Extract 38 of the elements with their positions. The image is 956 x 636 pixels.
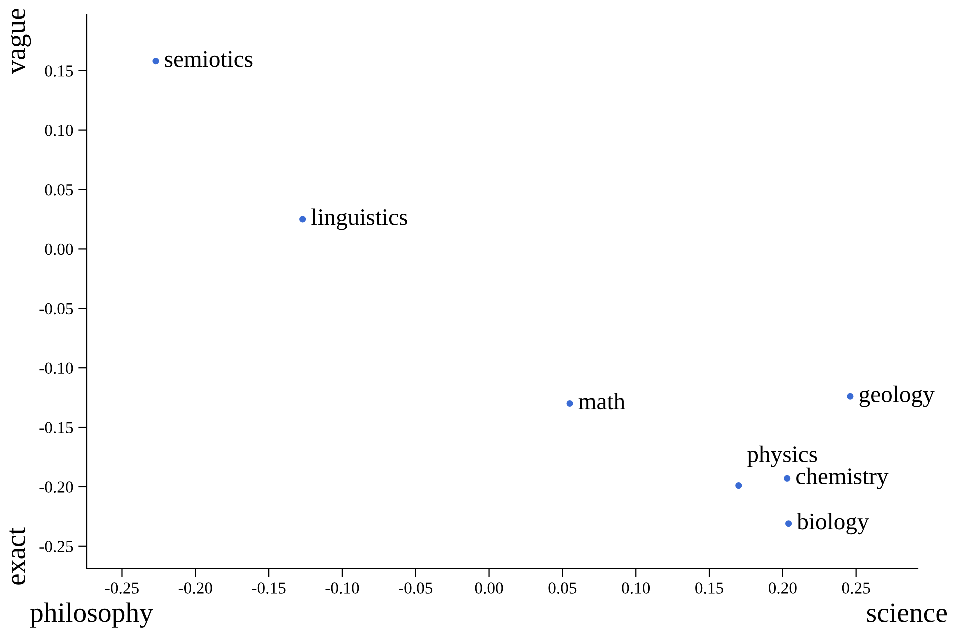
y-tick-label: 0.15 <box>45 66 74 77</box>
series-label: semiotics <box>165 51 253 68</box>
series-label: math <box>578 393 626 410</box>
x-tick-label: 0.25 <box>842 582 870 594</box>
point <box>152 58 160 65</box>
y-tick-label: -0.25 <box>40 541 74 552</box>
x-tick-label: -0.10 <box>326 582 360 594</box>
series-label: physics <box>748 446 818 468</box>
y-tick-label: -0.05 <box>40 303 74 315</box>
point <box>566 400 574 408</box>
x-tick-label: -0.15 <box>252 582 286 594</box>
point <box>784 475 791 482</box>
x-tick-label: 0.10 <box>622 582 650 594</box>
series-label: chemistry <box>796 468 889 490</box>
point <box>300 216 306 223</box>
text: exact <box>10 528 26 585</box>
x-tick-label: 0.00 <box>475 582 504 594</box>
y-tick-label: 0.05 <box>45 184 74 196</box>
x-tick-label: -0.25 <box>106 582 139 594</box>
x-tick-label: 0.20 <box>768 582 797 594</box>
y-tick-label: 0.00 <box>45 244 74 256</box>
text: science <box>867 604 948 622</box>
point <box>847 393 854 400</box>
x-tick-label: -0.05 <box>399 582 433 594</box>
y-tick-label: -0.10 <box>40 362 74 374</box>
text: vague <box>10 8 32 74</box>
point <box>786 520 792 528</box>
x-tick-label: 0.15 <box>696 582 724 594</box>
text: philosophy <box>30 602 154 628</box>
y-tick-label: -0.20 <box>40 482 74 493</box>
series-label: linguistics <box>312 208 408 230</box>
series-label: biology <box>797 513 870 535</box>
y-tick-label: -0.15 <box>40 422 74 434</box>
series-label: geology <box>860 386 935 408</box>
y-tick-label: 0.10 <box>45 125 74 136</box>
point <box>736 482 742 490</box>
x-tick-label: -0.20 <box>178 582 212 594</box>
x-tick-label: 0.05 <box>548 582 577 594</box>
